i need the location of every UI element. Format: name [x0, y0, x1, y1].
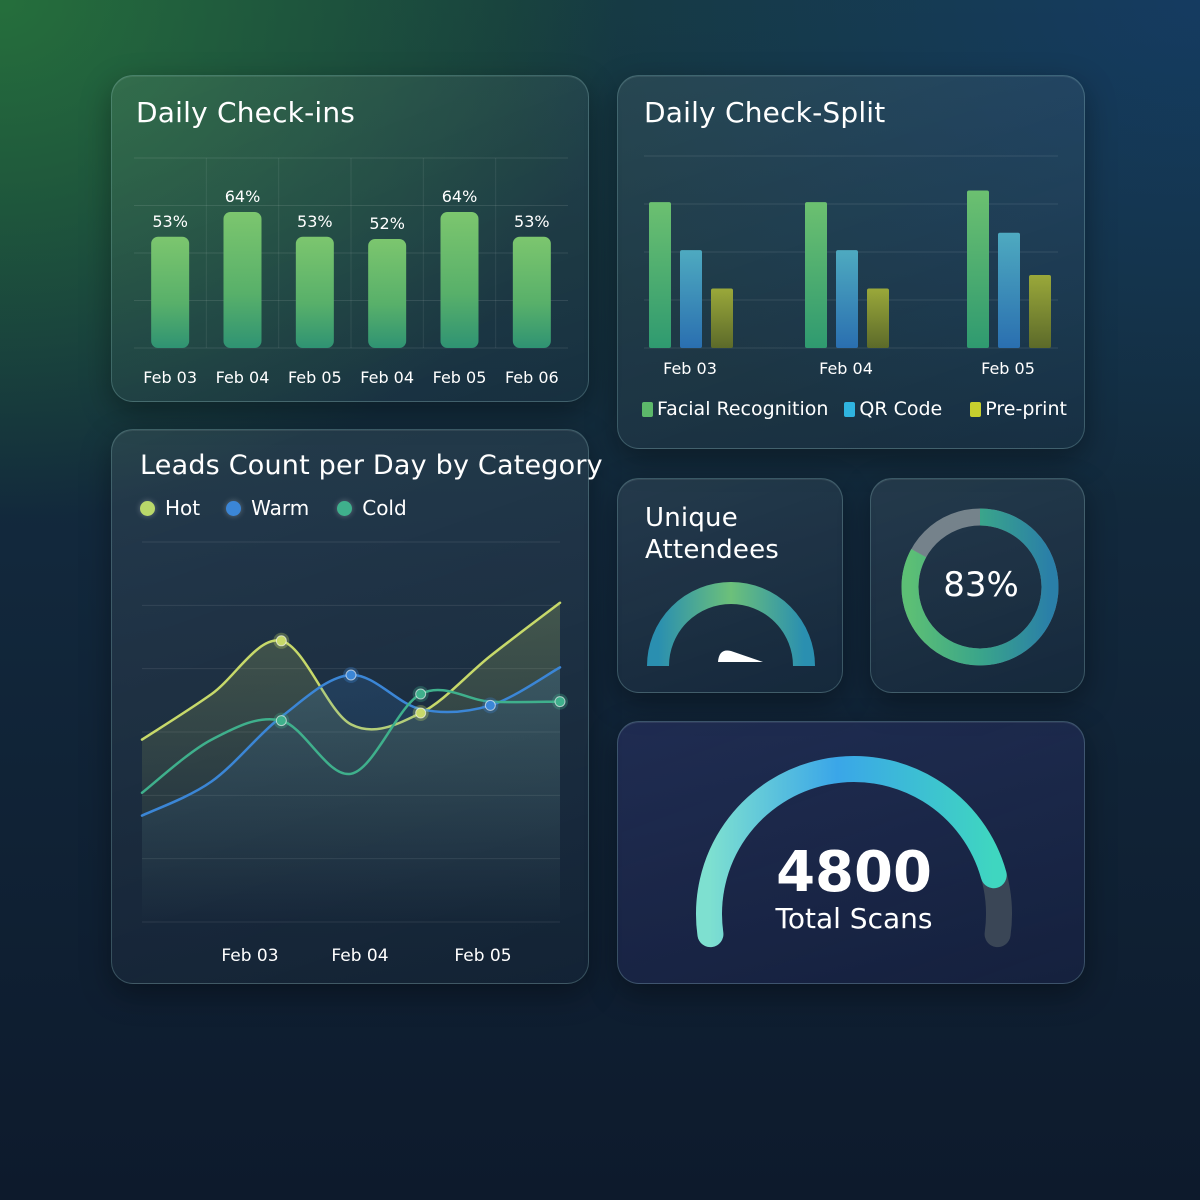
bar-value-label: 53%: [514, 212, 550, 231]
checkins-chart: 53% Feb 03 64% Feb 04 53% Feb 05 52% Feb 04 64% F…: [134, 157, 568, 387]
legend-label: Cold: [362, 496, 407, 520]
check-split-title: Daily Check-Split: [644, 96, 886, 129]
hot-dot-icon: [140, 500, 155, 516]
x-tick-label: Feb 04: [331, 946, 388, 966]
legend-hot[interactable]: Hot: [140, 496, 200, 520]
unique-attendees-card: Unique Attendees: [617, 478, 843, 693]
bar: [223, 212, 262, 348]
x-tick-label: Feb 04: [360, 368, 414, 387]
bar: [368, 239, 407, 348]
bar-facial-recognition: [649, 202, 671, 348]
legend-label: QR Code: [859, 398, 943, 420]
donut-percentage: 83%: [943, 565, 1019, 605]
legend-qr-code[interactable]: QR Code: [844, 398, 942, 420]
percentage-donut: [901, 508, 1059, 666]
legend-facial-recognition[interactable]: Facial Recognition: [642, 398, 828, 420]
total-scans-card: 4800 Total Scans: [617, 721, 1085, 984]
bar: [512, 236, 551, 348]
unique-gauge: [647, 582, 815, 667]
x-tick-label: Feb 03: [663, 359, 717, 378]
data-point-hot: [275, 635, 287, 647]
x-tick-label: Feb 05: [288, 368, 342, 387]
leads-title: Leads Count per Day by Category: [140, 450, 603, 481]
bar-value-label: 64%: [442, 187, 478, 206]
legend-label: Pre-print: [985, 398, 1067, 420]
x-tick-label: Feb 05: [454, 946, 511, 966]
legend-warm[interactable]: Warm: [226, 496, 309, 520]
data-point-warm: [345, 669, 357, 681]
data-point-cold: [415, 688, 427, 700]
qr-code-swatch: [844, 401, 856, 417]
checkins-title: Daily Check-ins: [136, 96, 356, 129]
leads-card: Leads Count per Day by Category Hot Warm…: [111, 429, 603, 984]
x-tick-label: Feb 04: [216, 368, 270, 387]
bar-value-label: 64%: [225, 187, 261, 206]
bar: [440, 212, 479, 348]
legend-label: Facial Recognition: [657, 398, 829, 420]
bar: [151, 236, 190, 348]
bar-pre-print: [1029, 275, 1051, 348]
bar-pre-print: [867, 288, 889, 348]
leads-legend: Hot Warm Cold: [140, 496, 407, 520]
x-tick-label: Feb 03: [221, 946, 278, 966]
legend-pre-print[interactable]: Pre-print: [970, 398, 1067, 420]
bar-value-label: 52%: [369, 214, 405, 233]
cold-dot-icon: [337, 500, 353, 516]
gauge-needle-icon: [718, 650, 763, 662]
x-tick-label: Feb 05: [433, 368, 487, 387]
unique-title-line2: Attendees: [645, 535, 780, 565]
check-split-legend: Facial Recognition QR Code Pre-print: [642, 398, 1067, 420]
total-scans-gauge: [696, 756, 1012, 948]
leads-chart: Feb 03 Feb 04 Feb 05: [140, 541, 568, 966]
bar-value-label: 53%: [297, 212, 333, 231]
daily-checkins-card: Daily Check-ins 53% Feb 03 64% Feb 04 53% Feb…: [111, 75, 589, 402]
data-point-warm: [484, 699, 496, 711]
gauge-fill: [696, 756, 1007, 948]
unique-title-line1: Unique: [645, 503, 738, 533]
pre-print-swatch: [970, 401, 982, 417]
x-tick-label: Feb 04: [819, 359, 873, 378]
x-tick-label: Feb 03: [143, 368, 197, 387]
gauge-arc: [647, 582, 815, 667]
bar-facial-recognition: [805, 202, 827, 348]
legend-label: Hot: [165, 496, 201, 520]
facial-recognition-swatch: [642, 401, 653, 417]
series-area-warm: [142, 667, 560, 922]
legend-cold[interactable]: Cold: [337, 496, 407, 520]
daily-check-split-card: Daily Check-Split Feb 03 Feb 04 Feb 05 Fac…: [617, 75, 1085, 449]
donut-fill: [901, 508, 1059, 666]
bar-qr-code: [680, 250, 702, 348]
bar: [295, 236, 334, 348]
bar-value-label: 53%: [152, 212, 188, 231]
check-split-chart: Feb 03 Feb 04 Feb 05: [644, 155, 1058, 378]
total-scans-value: 4800: [776, 840, 932, 905]
data-point-cold: [275, 715, 287, 727]
legend-label: Warm: [251, 496, 310, 520]
donut-card: 83%: [870, 478, 1085, 693]
bar-qr-code: [998, 232, 1020, 348]
bar-pre-print: [711, 288, 733, 348]
warm-dot-icon: [226, 500, 242, 516]
x-tick-label: Feb 06: [505, 368, 559, 387]
bar-qr-code: [836, 250, 858, 348]
data-point-hot: [415, 707, 427, 719]
data-point-cold: [554, 696, 566, 708]
x-tick-label: Feb 05: [981, 359, 1035, 378]
bar-facial-recognition: [967, 190, 989, 348]
total-scans-label: Total Scans: [775, 902, 933, 935]
